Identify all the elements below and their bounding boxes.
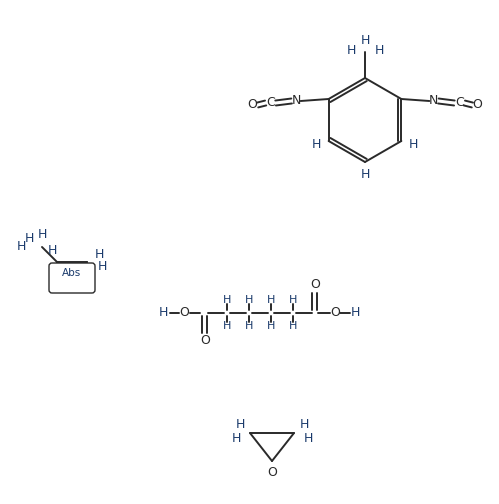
Text: H: H [232,431,241,445]
Text: H: H [16,240,25,254]
Text: N: N [429,95,438,107]
Text: H: H [94,247,104,261]
Text: O: O [248,98,257,111]
Text: H: H [245,295,253,305]
Text: O: O [267,467,277,479]
Text: H: H [223,321,231,331]
Text: H: H [267,295,275,305]
Text: H: H [289,321,297,331]
FancyBboxPatch shape [49,263,95,293]
Text: H: H [37,227,47,240]
Text: O: O [473,98,483,111]
Text: N: N [292,95,301,107]
Text: H: H [245,321,253,331]
Text: H: H [289,295,297,305]
Text: O: O [200,335,210,347]
Text: H: H [24,232,34,245]
Text: Abs: Abs [62,268,82,278]
Text: H: H [158,306,168,320]
Text: O: O [179,306,189,320]
Text: O: O [310,279,320,291]
Text: H: H [374,43,384,56]
Text: H: H [312,139,321,152]
Text: H: H [267,321,275,331]
Text: C: C [455,96,464,109]
Text: H: H [47,243,57,257]
Text: H: H [360,168,370,181]
Text: C: C [266,96,275,109]
Text: H: H [346,43,356,56]
Text: H: H [223,295,231,305]
Text: H: H [350,306,360,320]
Text: H: H [299,417,309,430]
Text: H: H [360,34,370,47]
Text: H: H [303,431,313,445]
Text: H: H [236,417,245,430]
Text: H: H [409,139,418,152]
Text: O: O [330,306,340,320]
Text: H: H [97,261,107,274]
